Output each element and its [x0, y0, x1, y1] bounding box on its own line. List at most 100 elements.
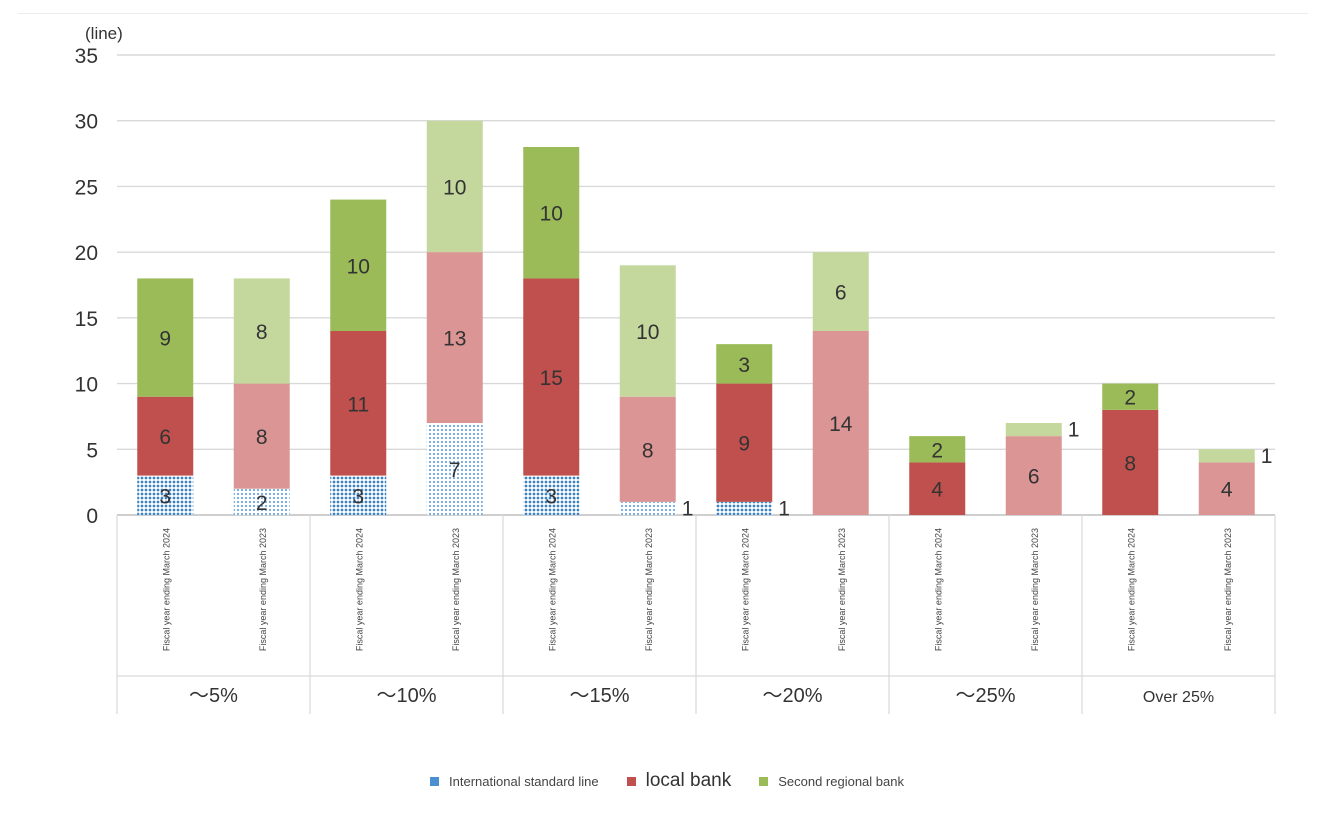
group-label: 〜5% — [189, 685, 238, 707]
data-label: 15 — [540, 367, 563, 390]
legend-item-intl[interactable]: International standard line — [430, 774, 599, 789]
y-tick-label: 25 — [75, 176, 98, 199]
y-axis-unit-label: (line) — [85, 24, 123, 43]
data-label: 6 — [159, 426, 171, 449]
data-label: 10 — [443, 176, 466, 199]
data-label: 9 — [738, 433, 750, 456]
x-tick-label: Fiscal year ending March 2024 — [740, 528, 750, 651]
bar-segment-intl — [619, 501, 676, 515]
x-tick-label: Fiscal year ending March 2023 — [644, 528, 654, 651]
bar-segment-second — [619, 265, 676, 397]
bar-segment-second — [1198, 449, 1255, 463]
data-label: 6 — [835, 282, 847, 305]
legend-label-intl: International standard line — [449, 773, 599, 789]
bar-segment-second — [812, 252, 869, 331]
data-label: 3 — [738, 354, 750, 377]
data-label: 8 — [256, 426, 268, 449]
bar-segment-second — [330, 199, 387, 331]
bar-segment-second — [1005, 423, 1062, 437]
data-label: 8 — [1124, 452, 1136, 475]
bar-segment-second — [137, 278, 194, 397]
bar-segment-local — [1102, 409, 1159, 515]
legend-item-second[interactable]: Second regional bank — [759, 774, 904, 789]
group-label: 〜25% — [955, 685, 1015, 707]
y-tick-label: 15 — [75, 308, 98, 331]
data-label: 8 — [256, 321, 268, 344]
data-label: 3 — [545, 485, 557, 508]
bar-segment-local — [523, 278, 580, 476]
bar-segment-intl — [426, 423, 483, 515]
bar-segment-second — [523, 147, 580, 279]
data-label: 1 — [1068, 419, 1080, 442]
data-label: 6 — [1028, 466, 1040, 489]
group-label: Over 25% — [1143, 689, 1214, 706]
data-label: 1 — [778, 497, 790, 520]
bar-segment-second — [1102, 383, 1159, 410]
group-label: 〜15% — [569, 685, 629, 707]
data-label: 4 — [931, 479, 943, 502]
x-tick-label: Fiscal year ending March 2023 — [837, 528, 847, 651]
data-label: 7 — [449, 459, 461, 482]
data-label: 10 — [347, 255, 370, 278]
data-label: 2 — [1124, 387, 1136, 410]
y-tick-label: 35 — [75, 45, 98, 68]
data-label: 1 — [1261, 445, 1273, 468]
legend-swatch-local — [626, 776, 636, 786]
x-tick-label: Fiscal year ending March 2024 — [933, 528, 943, 651]
bar-segment-local — [1198, 462, 1255, 515]
x-tick-label: Fiscal year ending March 2023 — [258, 528, 268, 651]
data-label: 9 — [159, 328, 171, 351]
bar-segment-intl — [137, 475, 194, 515]
bar-segment-local — [716, 383, 773, 502]
legend-item-local[interactable]: local bank — [626, 770, 732, 792]
group-label: 〜10% — [376, 685, 436, 707]
bar-segment-local — [619, 396, 676, 502]
legend-label-second: Second regional bank — [778, 773, 904, 789]
data-label: 10 — [636, 321, 659, 344]
bar-segment-local — [812, 331, 869, 515]
y-tick-label: 30 — [75, 111, 98, 134]
data-label: 2 — [256, 492, 268, 515]
data-label: 3 — [159, 485, 171, 508]
data-label: 8 — [642, 439, 654, 462]
legend: International standard line local bank S… — [0, 770, 1334, 792]
bar-segment-intl — [716, 501, 773, 515]
x-tick-label: Fiscal year ending March 2024 — [161, 528, 171, 651]
bar-segment-local — [909, 462, 966, 515]
bar-segment-second — [426, 120, 483, 253]
data-label: 13 — [443, 328, 466, 351]
bar-segment-intl — [233, 488, 290, 515]
data-label: 10 — [540, 203, 563, 226]
top-divider — [18, 13, 1308, 14]
x-tick-label: Fiscal year ending March 2023 — [1030, 528, 1040, 651]
data-label: 4 — [1221, 479, 1233, 502]
bar-segment-local — [233, 383, 290, 489]
x-tick-label: Fiscal year ending March 2023 — [1223, 528, 1233, 651]
bar-segment-local — [1005, 436, 1062, 515]
bar-segment-local — [137, 396, 194, 476]
bar-segment-second — [233, 278, 290, 384]
data-label: 14 — [829, 413, 853, 436]
y-tick-label: 0 — [86, 505, 98, 528]
x-tick-label: Fiscal year ending March 2024 — [1126, 528, 1136, 651]
data-label: 2 — [931, 439, 943, 462]
bar-segment-local — [330, 331, 387, 476]
stacked-bar-chart: 0 5 10 15 20 25 30 35 〜5% 〜10% 〜15% 〜20% 〜25% Over 25… — [75, 45, 1276, 714]
legend-swatch-intl — [430, 776, 440, 786]
bar-segment-intl — [523, 475, 580, 515]
data-label: 3 — [352, 485, 364, 508]
x-tick-label: Fiscal year ending March 2024 — [354, 528, 364, 651]
x-tick-label: Fiscal year ending March 2023 — [451, 528, 461, 651]
legend-swatch-second — [759, 776, 769, 786]
y-tick-label: 20 — [75, 242, 98, 265]
bar-segment-second — [716, 344, 773, 384]
x-tick-label: Fiscal year ending March 2024 — [547, 528, 557, 651]
data-label: 1 — [682, 497, 694, 520]
data-label: 11 — [347, 393, 369, 416]
y-tick-label: 5 — [86, 439, 98, 462]
bar-segment-intl — [330, 475, 387, 515]
bar-segment-local — [426, 252, 483, 423]
y-tick-label: 10 — [75, 374, 98, 397]
legend-label-local: local bank — [645, 770, 732, 791]
